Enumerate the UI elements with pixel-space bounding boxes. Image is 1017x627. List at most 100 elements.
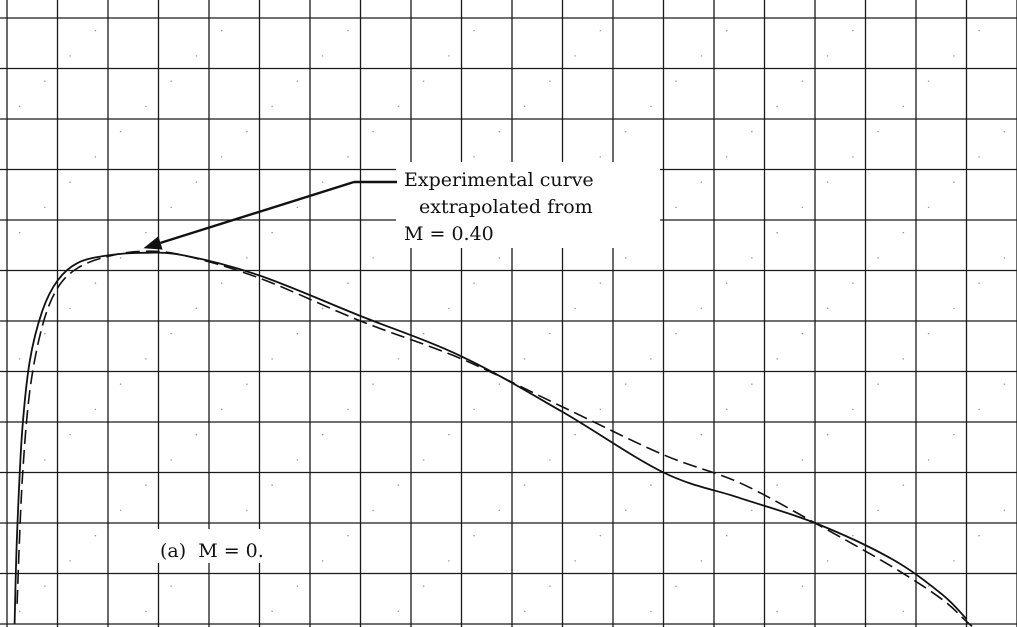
grid-minor-dot: [523, 484, 526, 486]
grid-minor-dot: [321, 181, 324, 183]
grid-minor-dot: [902, 358, 905, 360]
grid-minor-dot: [69, 307, 71, 310]
grid-minor-dot: [650, 484, 652, 486]
grid-minor-dot: [801, 459, 804, 461]
grid-minor-dot: [650, 358, 652, 360]
grid-minor-dot: [599, 534, 602, 537]
grid-minor-dot: [725, 282, 728, 284]
grid-minor-dot: [599, 156, 602, 158]
grid-minor-dot: [94, 408, 97, 411]
grid-minor-dot: [347, 156, 349, 158]
grid-minor-dot: [624, 383, 627, 385]
grid-minor-dot: [776, 231, 778, 234]
grid-minor-dot: [220, 29, 223, 32]
grid-minor-dot: [397, 610, 400, 613]
grid-minor-dot: [978, 408, 980, 411]
grid-minor-dot: [826, 433, 829, 436]
grid-minor-dot: [296, 459, 299, 461]
grid-minor-dot: [347, 29, 349, 32]
grid-minor-dot: [700, 55, 703, 57]
series-dashed-line: [16, 250, 974, 627]
grid-minor-dot: [826, 181, 829, 183]
grid-minor-dot: [94, 534, 97, 537]
grid-minor-dot: [170, 585, 172, 587]
grid-minor-dot: [347, 408, 349, 411]
grid-minor-dot: [498, 383, 501, 385]
grid-minor-dot: [170, 206, 172, 209]
grid-minor-dot: [927, 206, 930, 209]
grid-minor-dot: [44, 80, 46, 82]
grid-minor-dot: [523, 105, 526, 108]
grid-minor-dot: [119, 509, 122, 512]
grid-minor-dot: [119, 257, 122, 259]
grid-minor-dot: [145, 105, 147, 108]
grid-minor-dot: [69, 55, 71, 57]
grid-minor-dot: [94, 282, 97, 284]
annotation-arrow-head: [143, 236, 163, 250]
grid-minor-dot: [498, 130, 501, 133]
grid-minor-dot: [195, 181, 198, 183]
grid-minor-dot: [296, 80, 299, 82]
grid-minor-dot: [700, 433, 703, 436]
grid-minor-dot: [599, 29, 602, 32]
grid-minor-dot: [877, 130, 879, 133]
grid-minor-dot: [372, 130, 374, 133]
grid-minor-dot: [321, 307, 324, 310]
grid-minor-dot: [801, 332, 804, 335]
grid-minor-dot: [650, 610, 652, 613]
grid-minor-dot: [549, 459, 551, 461]
grid-minor-dot: [321, 433, 324, 436]
grid-minor-dot: [675, 80, 677, 82]
grid-minor-dot: [826, 55, 829, 57]
grid-minor-dot: [69, 181, 71, 183]
grid-minor-dot: [549, 332, 551, 335]
grid-minor-dot: [397, 358, 400, 360]
grid-minor-dot: [145, 358, 147, 360]
grid-minor-dot: [473, 29, 475, 32]
grid-minor-dot: [700, 560, 703, 562]
grid-minor-dot: [422, 80, 425, 82]
grid-minor-dot: [246, 257, 248, 259]
grid-minor-dot: [751, 130, 753, 133]
grid-minor-dot: [852, 29, 854, 32]
grid-minor-dot: [751, 257, 753, 259]
grid-minor-dot: [978, 156, 980, 158]
grid-minor-dot: [94, 29, 97, 32]
grid-minor-dot: [725, 408, 728, 411]
grid-minor-dot: [195, 55, 198, 57]
grid-minor-dot: [877, 383, 879, 385]
grid-minor-dot: [296, 206, 299, 209]
annotation-line-3: M = 0.40: [404, 223, 494, 245]
annotation-experimental-curve: Experimental curve extrapolated from M =…: [143, 162, 660, 250]
grid-minor-dot: [978, 29, 980, 32]
grid-minor-dot: [1003, 383, 1006, 385]
grid-minor-dot: [18, 231, 21, 234]
grid-minor-dot: [751, 383, 753, 385]
case-label-background: [152, 529, 302, 563]
grid-minor-dot: [145, 610, 147, 613]
grid-minor-dot: [852, 534, 854, 537]
grid-minor-dot: [220, 156, 223, 158]
grid-minor-dot: [523, 358, 526, 360]
grid-minor-dot: [650, 105, 652, 108]
grid-minor-dot: [271, 231, 273, 234]
grid-minor-dot: [852, 408, 854, 411]
grid-minor-dot: [776, 484, 778, 486]
grid-minor-dot: [448, 560, 450, 562]
grid-minor-dot: [574, 560, 576, 562]
grid-minor-dot: [574, 55, 576, 57]
grid-minor-dot: [44, 585, 46, 587]
grid-minor-dot: [18, 105, 21, 108]
annotation-arrow-shaft: [160, 180, 355, 245]
grid-minor-dot: [574, 433, 576, 436]
grid-minor-dot: [119, 130, 122, 133]
grid-minor-dot: [549, 585, 551, 587]
grid-minor-dot: [44, 206, 46, 209]
grid-minor-dot: [145, 231, 147, 234]
grid-minor-dot: [397, 484, 400, 486]
grid-minor-dot: [902, 105, 905, 108]
grid-minor-dot: [372, 509, 374, 512]
annotation-case-label: (a) M = 0.: [152, 529, 302, 563]
grid-minor-dot: [599, 282, 602, 284]
grid-minor-dot: [523, 610, 526, 613]
